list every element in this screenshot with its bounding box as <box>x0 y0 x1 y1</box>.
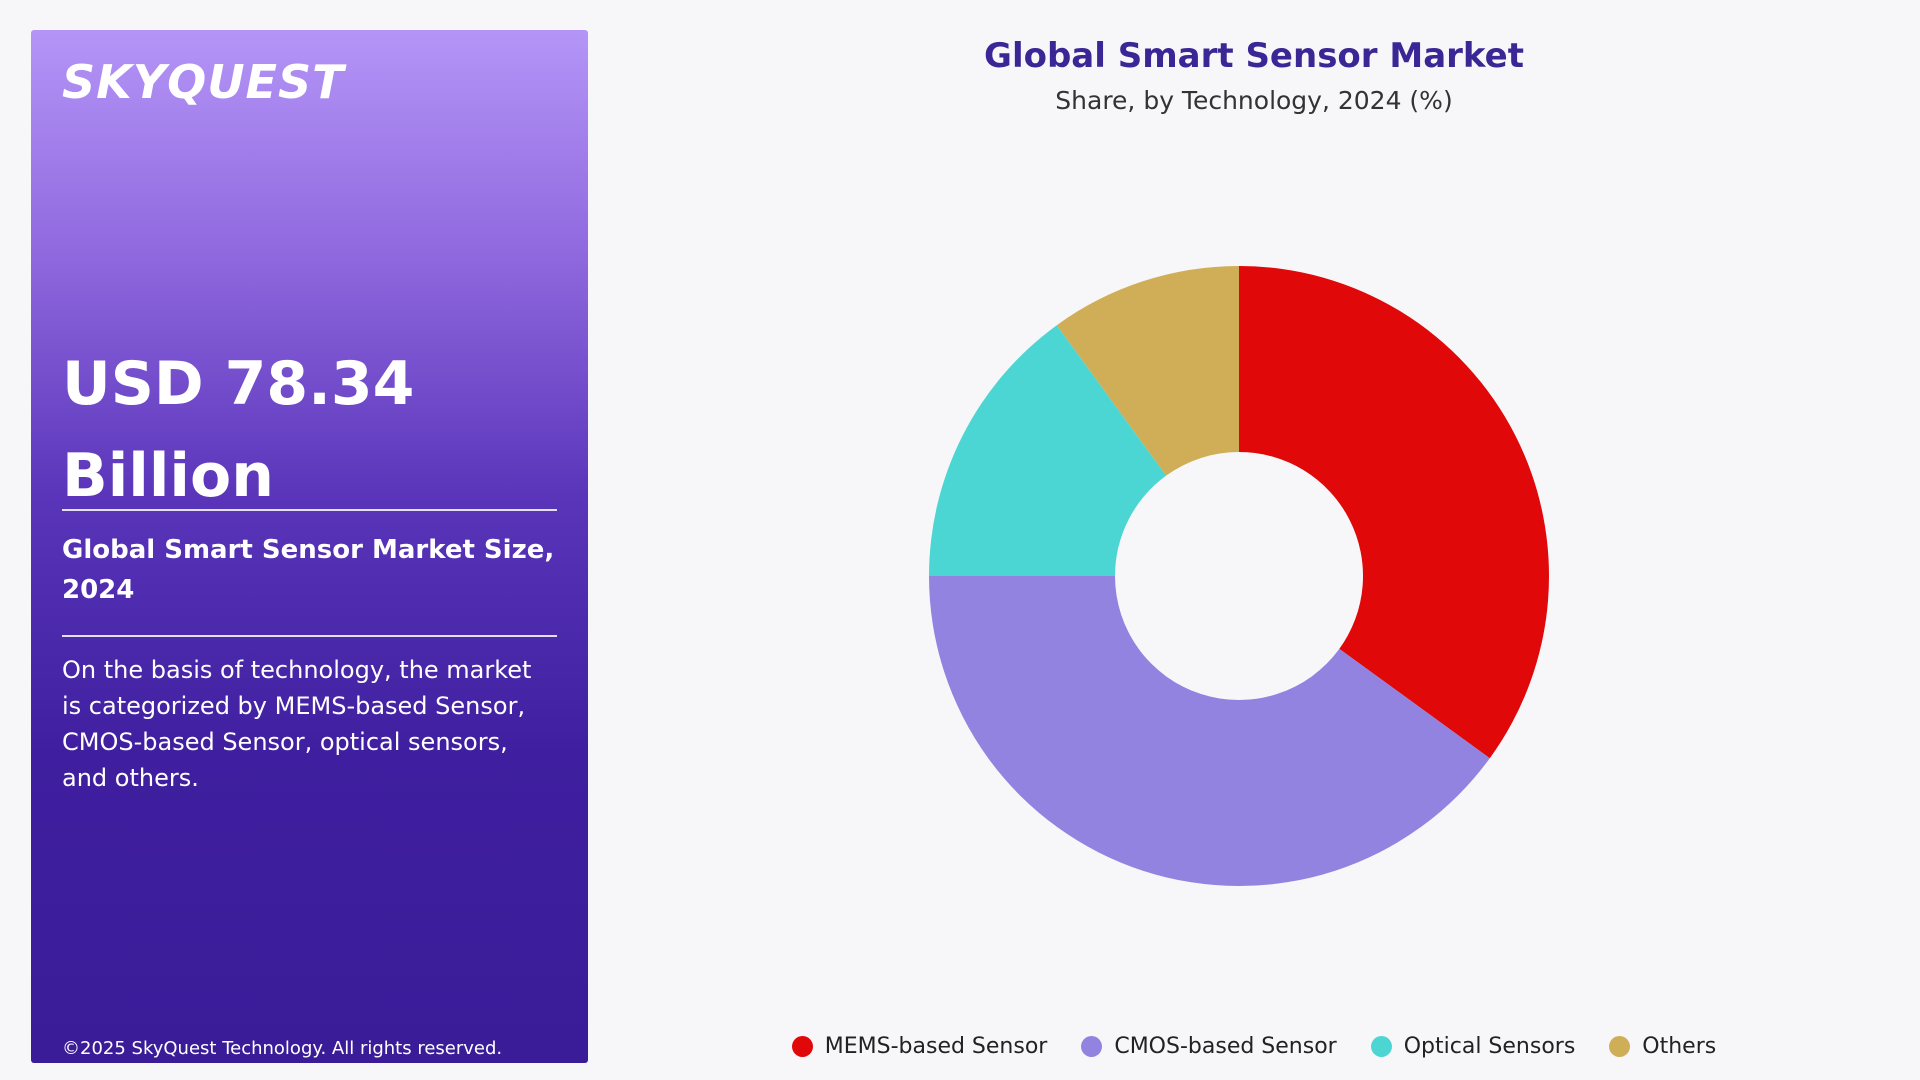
market-value-unit: Billion <box>62 441 274 511</box>
divider-top <box>62 509 557 511</box>
legend-label: CMOS-based Sensor <box>1114 1034 1337 1059</box>
legend-swatch <box>791 1036 813 1057</box>
segment-description: On the basis of technology, the market i… <box>62 656 532 792</box>
legend-label: MEMS-based Sensor <box>824 1034 1048 1059</box>
summary-panel: SKYQUEST USD 78.34 Billion Global Smart … <box>31 30 588 1063</box>
copyright-notice: ©2025 SkyQuest Technology. All rights re… <box>62 1038 503 1059</box>
slice-others <box>1056 266 1239 476</box>
chart-title: Global Smart Sensor Market <box>984 36 1524 76</box>
market-value-amount: USD 78.34 <box>62 349 415 419</box>
divider-bottom <box>62 635 557 637</box>
legend-item-mems-based-sensor: MEMS-based Sensor <box>791 1034 1048 1059</box>
slice-mems-based-sensor <box>1239 266 1550 759</box>
legend-item-others: Others <box>1609 1034 1716 1059</box>
skyquest-logo: SKYQUEST <box>62 55 345 109</box>
chart-subtitle: Share, by Technology, 2024 (%) <box>1055 86 1453 115</box>
legend-item-cmos-based-sensor: CMOS-based Sensor <box>1081 1034 1337 1059</box>
legend-label: Optical Sensors <box>1403 1034 1576 1059</box>
legend-swatch <box>1081 1036 1103 1057</box>
legend-swatch <box>1370 1036 1392 1057</box>
legend-label: Others <box>1642 1034 1717 1059</box>
slice-cmos-based-sensor <box>929 576 1490 887</box>
market-size-label: Global Smart Sensor Market Size, 2024 <box>62 535 555 605</box>
legend-item-optical-sensors: Optical Sensors <box>1370 1034 1576 1059</box>
market-value: USD 78.34 Billion <box>62 338 542 522</box>
legend-swatch <box>1609 1036 1631 1057</box>
slice-optical-sensors <box>929 325 1167 576</box>
chart-legend: MEMS-based Sensor CMOS-based Sensor Optica… <box>588 1034 1920 1059</box>
